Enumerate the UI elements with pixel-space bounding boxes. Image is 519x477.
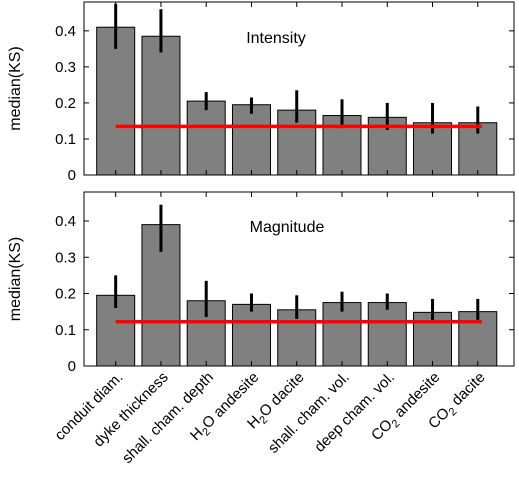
y-tick-label-1-4: 0.4 [55, 213, 76, 230]
y-tick-label-1-1: 0.1 [55, 322, 76, 339]
y-tick-label-0-4: 0.4 [55, 23, 76, 40]
y-tick-label-1-2: 0.2 [55, 286, 76, 303]
y-tick-label-1-3: 0.3 [55, 249, 76, 266]
bar-0-2 [186, 100, 226, 176]
bar-1-5 [322, 302, 362, 367]
y-tick-label-0-0: 0 [68, 167, 76, 184]
panel-1: 0 0.1 0.2 0.3 0.4 median(KS) Magnitude [7, 191, 515, 375]
bar-0-0 [96, 26, 136, 176]
y-tick-label-0-1: 0.1 [55, 131, 76, 148]
panel-0: 0 0.1 0.2 0.3 0.4 median(KS) Intensity [7, 1, 515, 184]
y-tick-label-0-2: 0.2 [55, 95, 76, 112]
y-axis-label-1: median(KS) [7, 237, 24, 321]
bar-0-3 [231, 104, 271, 176]
panel-title-0: Intensity [246, 30, 306, 47]
x-category-label-6: deep cham. vol. [311, 369, 398, 456]
panel-title-1: Magnitude [250, 219, 325, 236]
x-category-label-5: shall. cham. vol. [265, 369, 353, 457]
bar-0-1 [141, 35, 181, 176]
plot-frame-0 [83, 1, 515, 176]
y-axis-label-0: median(KS) [7, 46, 24, 130]
plot-frame-1 [83, 191, 515, 367]
y-tick-label-0-3: 0.3 [55, 59, 76, 76]
bar-1-3 [231, 303, 271, 367]
bar-1-4 [277, 309, 317, 367]
y-tick-label-1-0: 0 [68, 358, 76, 375]
bar-0-7 [413, 122, 453, 176]
bar-1-6 [367, 302, 407, 367]
